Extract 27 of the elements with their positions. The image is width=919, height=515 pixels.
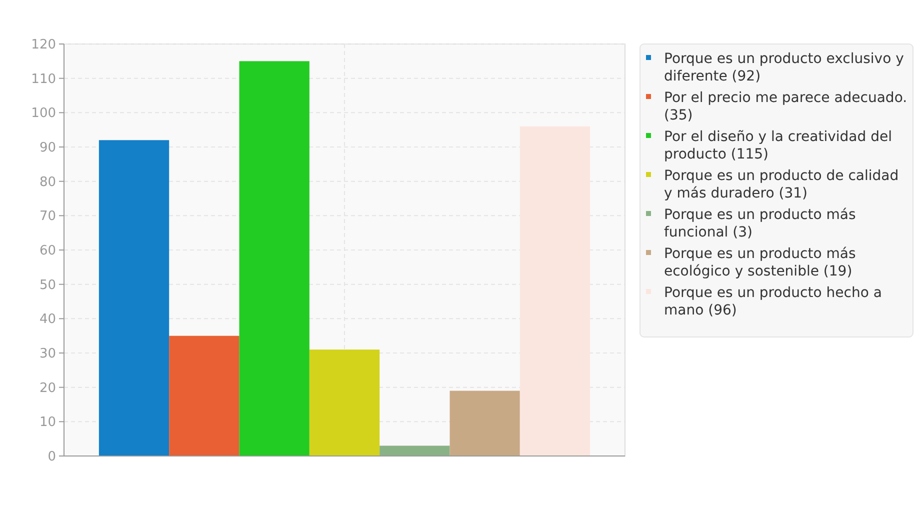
bar [309,350,380,456]
y-tick-label: 120 [31,38,56,53]
y-tick-label: 80 [39,174,56,190]
legend-label: Porque es un producto de calidad y más duradero (31) [664,168,899,202]
y-tick-label: 40 [39,312,56,328]
y-tick-label: 0 [48,450,56,465]
y-tick-label: 50 [39,278,56,293]
bar [98,140,170,456]
y-tick-label: 70 [39,209,56,224]
y-tick-label: 60 [39,244,56,259]
legend-label: Porque es un producto más funcional (3) [664,207,856,240]
legend-label: Porque es un producto más ecológico y sostenible (19) [664,246,856,280]
legend-label: Porque es un producto hecho a mano (96) [664,285,882,318]
bar [169,336,240,456]
y-tick-label: 10 [39,415,56,430]
bar [380,446,450,456]
bar [520,126,590,456]
legend-label: Por el precio me parece adecuado. (35) [664,90,908,124]
legend-label: Por el diseño y la creatividad del producto (115) [664,129,892,162]
y-tick-label: 30 [39,346,56,362]
bar [239,61,310,456]
y-tick-label: 100 [31,106,56,122]
y-tick-label: 20 [39,380,56,396]
legend-label: Porque es un producto exclusivo y diferente (92) [664,51,904,84]
y-tick-label: 90 [39,140,56,156]
y-tick-label: 110 [31,72,56,87]
bar [450,390,520,456]
